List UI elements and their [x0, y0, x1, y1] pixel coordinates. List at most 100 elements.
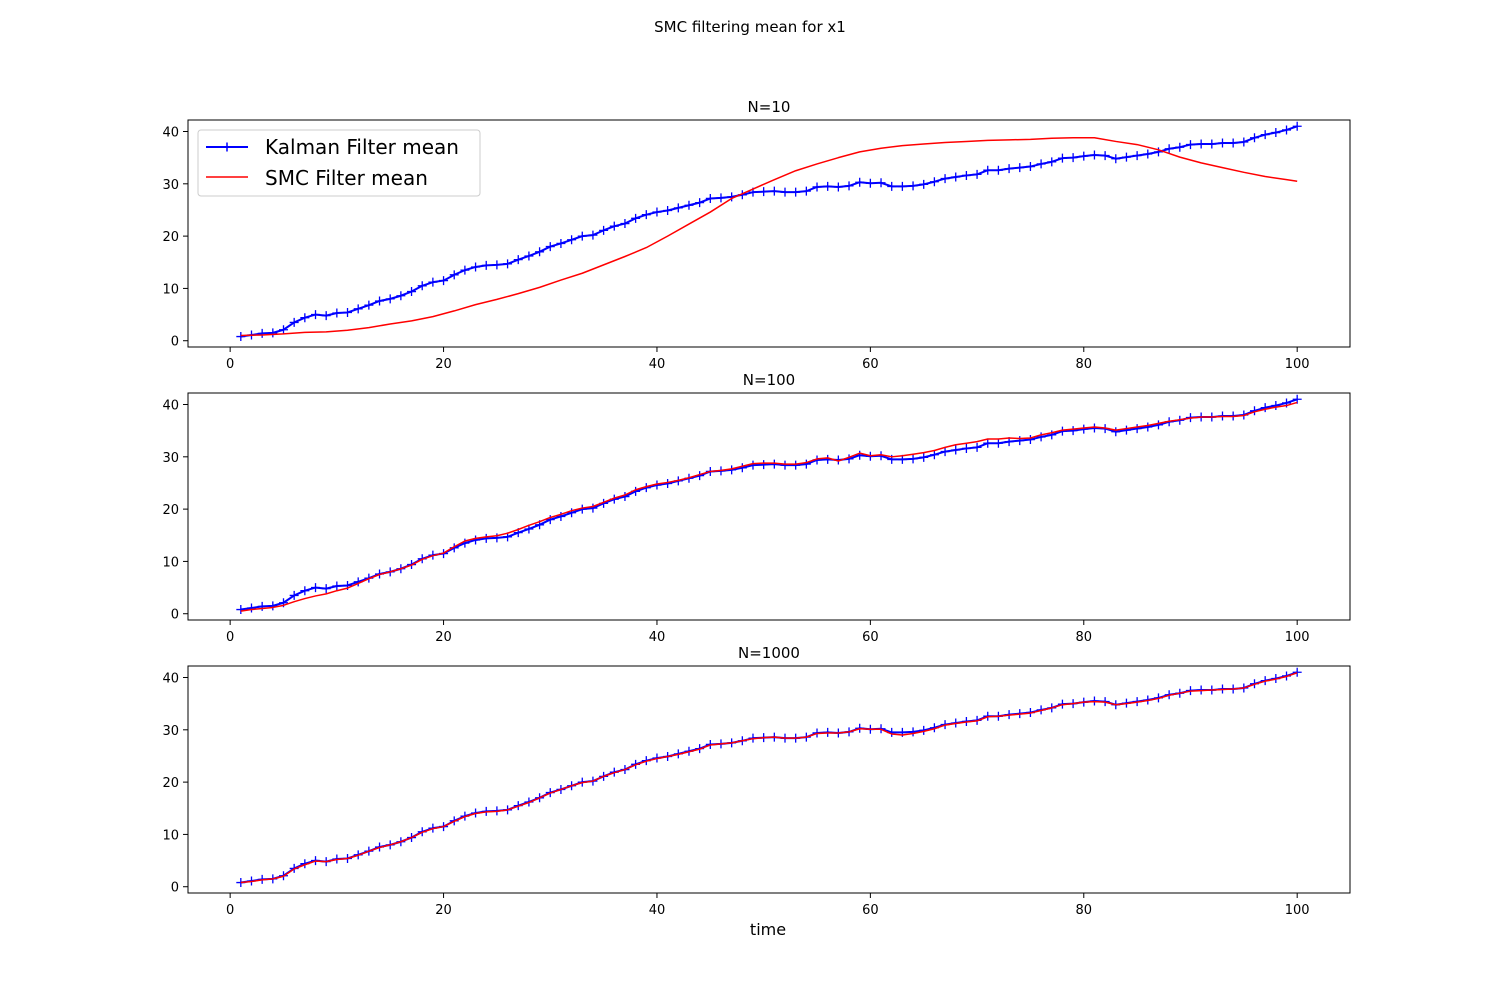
kalman-marker — [439, 276, 449, 286]
kalman-marker — [844, 181, 854, 191]
kalman-marker — [353, 304, 363, 314]
kalman-marker — [855, 450, 865, 460]
kalman-marker — [246, 603, 256, 613]
legend: Kalman Filter mean SMC Filter mean — [197, 129, 481, 197]
kalman-marker — [471, 262, 481, 272]
kalman-marker — [1196, 139, 1206, 149]
kalman-marker — [1025, 435, 1035, 445]
kalman-marker — [1164, 144, 1174, 154]
kalman-marker — [449, 270, 459, 280]
kalman-marker — [1004, 164, 1014, 174]
kalman-marker — [929, 450, 939, 460]
kalman-marker — [428, 277, 438, 287]
y-tick-label: 10 — [162, 828, 179, 843]
kalman-marker — [919, 452, 929, 462]
kalman-marker — [1068, 153, 1078, 163]
y-tick-label: 30 — [162, 724, 179, 739]
kalman-marker — [1111, 427, 1121, 437]
kalman-line — [240, 125, 1298, 338]
x-tick-label: 100 — [1285, 903, 1310, 918]
kalman-marker — [407, 287, 417, 297]
kalman-marker — [876, 178, 886, 188]
subplot-title: N=1000 — [738, 644, 800, 662]
y-tick-label: 30 — [162, 451, 179, 466]
kalman-marker — [705, 193, 715, 203]
axes-frame — [187, 665, 1351, 894]
kalman-marker — [535, 247, 545, 257]
kalman-marker — [737, 463, 747, 473]
kalman-marker — [513, 255, 523, 265]
kalman-marker — [1015, 436, 1025, 446]
kalman-marker — [1036, 159, 1046, 169]
kalman-marker — [780, 460, 790, 470]
x-tick-label: 40 — [649, 357, 666, 372]
kalman-marker — [961, 443, 971, 453]
kalman-marker — [556, 238, 566, 248]
kalman-marker — [716, 193, 726, 203]
kalman-marker — [524, 251, 534, 261]
x-tick-label: 0 — [226, 903, 234, 918]
kalman-marker — [1260, 130, 1270, 140]
kalman-marker — [908, 727, 918, 737]
x-tick-label: 80 — [1076, 630, 1093, 645]
kalman-marker — [545, 515, 555, 525]
kalman-marker — [396, 291, 406, 301]
smc-line — [240, 672, 1298, 884]
x-tick-label: 60 — [862, 357, 879, 372]
y-tick-label: 20 — [162, 230, 179, 245]
kalman-marker — [1250, 133, 1259, 143]
kalman-marker — [364, 300, 374, 310]
kalman-marker — [865, 178, 875, 188]
legend-smc-label: SMC Filter mean — [265, 166, 428, 190]
kalman-marker — [1207, 139, 1217, 149]
x-tick-label: 0 — [226, 357, 234, 372]
kalman-marker — [951, 445, 961, 455]
kalman-marker — [929, 177, 939, 187]
kalman-marker — [236, 605, 246, 615]
kalman-marker — [652, 207, 662, 217]
kalman-marker — [503, 259, 513, 269]
kalman-marker — [1132, 151, 1142, 161]
kalman-marker — [897, 181, 907, 191]
x-tick-label: 40 — [649, 630, 666, 645]
series-smc — [240, 401, 1298, 612]
figure-title: SMC filtering mean for x1 — [654, 18, 846, 36]
kalman-marker — [257, 601, 267, 611]
x-tick-label: 20 — [435, 630, 452, 645]
kalman-marker — [1025, 162, 1035, 172]
y-tick-label: 30 — [162, 178, 179, 193]
series-smc — [240, 137, 1298, 337]
kalman-marker — [567, 508, 577, 518]
subplot-1: N=10 0 20 40 60 80 100 0 10 20 30 40 — [162, 98, 1351, 372]
kalman-marker — [1153, 147, 1163, 157]
kalman-marker — [460, 265, 470, 275]
kalman-marker — [236, 332, 246, 342]
legend-kalman-marker — [222, 142, 232, 152]
kalman-marker — [311, 583, 321, 593]
kalman-marker — [268, 328, 278, 338]
kalman-marker — [609, 221, 619, 231]
y-tick-label: 10 — [162, 555, 179, 570]
smc-line — [240, 401, 1298, 612]
kalman-marker — [321, 311, 331, 321]
kalman-marker — [993, 438, 1003, 448]
kalman-marker — [481, 260, 491, 270]
kalman-marker — [311, 310, 321, 320]
series-kalman — [236, 121, 1302, 342]
kalman-marker — [1260, 403, 1270, 413]
kalman-marker — [1015, 163, 1025, 173]
kalman-marker — [1271, 401, 1281, 411]
kalman-marker — [1089, 150, 1099, 160]
y-tick-label: 20 — [162, 776, 179, 791]
kalman-marker — [759, 460, 769, 470]
kalman-marker — [599, 225, 609, 235]
kalman-marker — [641, 210, 651, 220]
kalman-marker — [951, 172, 961, 182]
kalman-marker — [620, 219, 630, 229]
kalman-marker — [1036, 432, 1046, 442]
y-tick-label: 40 — [162, 126, 179, 141]
kalman-marker — [908, 181, 918, 191]
kalman-marker — [1047, 157, 1057, 167]
